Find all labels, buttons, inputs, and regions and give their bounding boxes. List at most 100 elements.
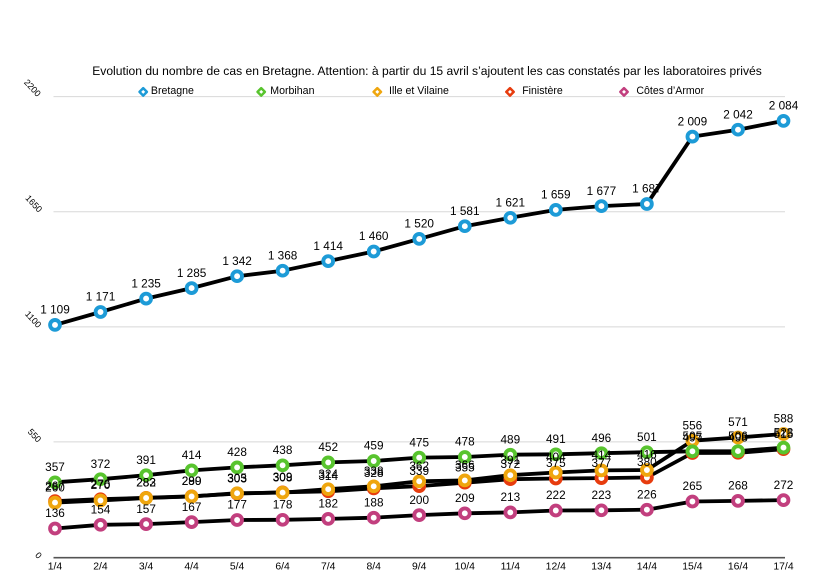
svg-text:2 084: 2 084: [769, 99, 799, 113]
svg-text:414: 414: [182, 448, 202, 462]
svg-text:9/4: 9/4: [412, 562, 427, 573]
svg-text:276: 276: [91, 477, 111, 491]
svg-text:357: 357: [45, 460, 65, 474]
svg-text:260: 260: [45, 480, 65, 494]
svg-text:588: 588: [774, 412, 794, 426]
svg-text:452: 452: [318, 440, 338, 454]
svg-text:478: 478: [455, 435, 475, 449]
svg-text:167: 167: [182, 500, 202, 514]
svg-text:491: 491: [546, 432, 566, 446]
svg-text:1 368: 1 368: [268, 248, 298, 262]
svg-text:459: 459: [364, 439, 384, 453]
svg-text:497: 497: [683, 431, 703, 445]
svg-text:8/4: 8/4: [366, 562, 381, 573]
svg-text:290: 290: [182, 474, 202, 488]
svg-text:1/4: 1/4: [48, 562, 63, 573]
svg-text:2 009: 2 009: [678, 114, 708, 128]
svg-text:428: 428: [227, 445, 247, 459]
svg-text:391: 391: [136, 453, 156, 467]
svg-text:13/4: 13/4: [591, 562, 611, 573]
svg-text:178: 178: [273, 498, 293, 512]
svg-text:17/4: 17/4: [773, 562, 793, 573]
svg-text:355: 355: [455, 460, 475, 474]
svg-text:303: 303: [227, 471, 247, 485]
svg-text:501: 501: [637, 430, 657, 444]
svg-text:270: 270: [91, 478, 111, 492]
svg-text:10/4: 10/4: [455, 562, 475, 573]
svg-text:380: 380: [637, 455, 657, 469]
svg-text:1 677: 1 677: [587, 184, 617, 198]
svg-text:223: 223: [592, 488, 612, 502]
svg-text:1 109: 1 109: [40, 303, 70, 317]
svg-text:377: 377: [592, 456, 612, 470]
svg-text:1 285: 1 285: [177, 266, 207, 280]
svg-text:305: 305: [227, 471, 247, 485]
svg-text:366: 366: [455, 458, 475, 472]
svg-text:489: 489: [500, 432, 520, 446]
svg-text:324: 324: [318, 467, 338, 481]
svg-text:200: 200: [409, 493, 429, 507]
svg-text:188: 188: [364, 495, 384, 509]
svg-text:338: 338: [364, 464, 384, 478]
svg-text:328: 328: [364, 466, 384, 480]
svg-text:1 171: 1 171: [86, 290, 116, 304]
svg-text:496: 496: [592, 431, 612, 445]
svg-text:372: 372: [91, 457, 111, 471]
svg-text:1 235: 1 235: [131, 276, 161, 290]
svg-text:136: 136: [45, 506, 65, 520]
svg-text:339: 339: [409, 464, 429, 478]
svg-text:0: 0: [33, 550, 44, 560]
svg-text:308: 308: [273, 470, 293, 484]
svg-text:515: 515: [774, 427, 794, 441]
svg-text:226: 226: [637, 487, 657, 501]
svg-text:282: 282: [136, 476, 156, 490]
svg-text:Côtes d’Armor: Côtes d’Armor: [636, 85, 704, 97]
svg-text:2/4: 2/4: [93, 562, 108, 573]
svg-text:475: 475: [409, 435, 429, 449]
svg-text:314: 314: [318, 469, 338, 483]
svg-text:1 520: 1 520: [404, 217, 434, 231]
svg-text:12/4: 12/4: [546, 562, 566, 573]
svg-text:414: 414: [592, 448, 612, 462]
svg-text:1 460: 1 460: [359, 229, 389, 243]
svg-text:3/4: 3/4: [139, 562, 154, 573]
svg-text:506: 506: [728, 429, 748, 443]
svg-text:Ille et Vilaine: Ille et Vilaine: [389, 85, 449, 97]
svg-text:Finistère: Finistère: [522, 85, 563, 97]
svg-text:265: 265: [683, 479, 703, 493]
svg-text:375: 375: [546, 456, 566, 470]
svg-text:177: 177: [227, 498, 247, 512]
svg-text:268: 268: [728, 479, 748, 493]
svg-text:11/4: 11/4: [501, 562, 521, 573]
svg-text:213: 213: [500, 490, 520, 504]
svg-text:404: 404: [546, 450, 566, 464]
svg-text:182: 182: [318, 497, 338, 511]
svg-text:5/4: 5/4: [230, 562, 245, 573]
svg-text:1 621: 1 621: [496, 196, 526, 210]
svg-text:289: 289: [182, 474, 202, 488]
svg-text:523: 523: [774, 425, 794, 439]
svg-text:Bretagne: Bretagne: [151, 85, 194, 97]
svg-text:157: 157: [136, 502, 156, 516]
svg-text:4/4: 4/4: [184, 562, 199, 573]
svg-text:1 342: 1 342: [222, 254, 252, 268]
svg-text:1 414: 1 414: [313, 239, 343, 253]
svg-text:2 042: 2 042: [723, 107, 753, 121]
svg-text:1 581: 1 581: [450, 204, 480, 218]
svg-text:15/4: 15/4: [682, 562, 702, 573]
svg-text:267: 267: [45, 479, 65, 493]
svg-text:372: 372: [500, 457, 520, 471]
svg-text:556: 556: [683, 418, 703, 432]
svg-text:154: 154: [91, 503, 111, 517]
svg-text:6/4: 6/4: [275, 562, 290, 573]
svg-text:14/4: 14/4: [637, 562, 657, 573]
svg-text:416: 416: [637, 448, 657, 462]
svg-text:209: 209: [455, 491, 475, 505]
svg-text:283: 283: [136, 476, 156, 490]
svg-text:Morbihan: Morbihan: [270, 85, 314, 97]
svg-text:571: 571: [728, 415, 748, 429]
svg-text:362: 362: [409, 459, 429, 473]
svg-text:1 659: 1 659: [541, 188, 571, 202]
svg-text:272: 272: [774, 478, 794, 492]
svg-text:1 687: 1 687: [632, 182, 662, 196]
